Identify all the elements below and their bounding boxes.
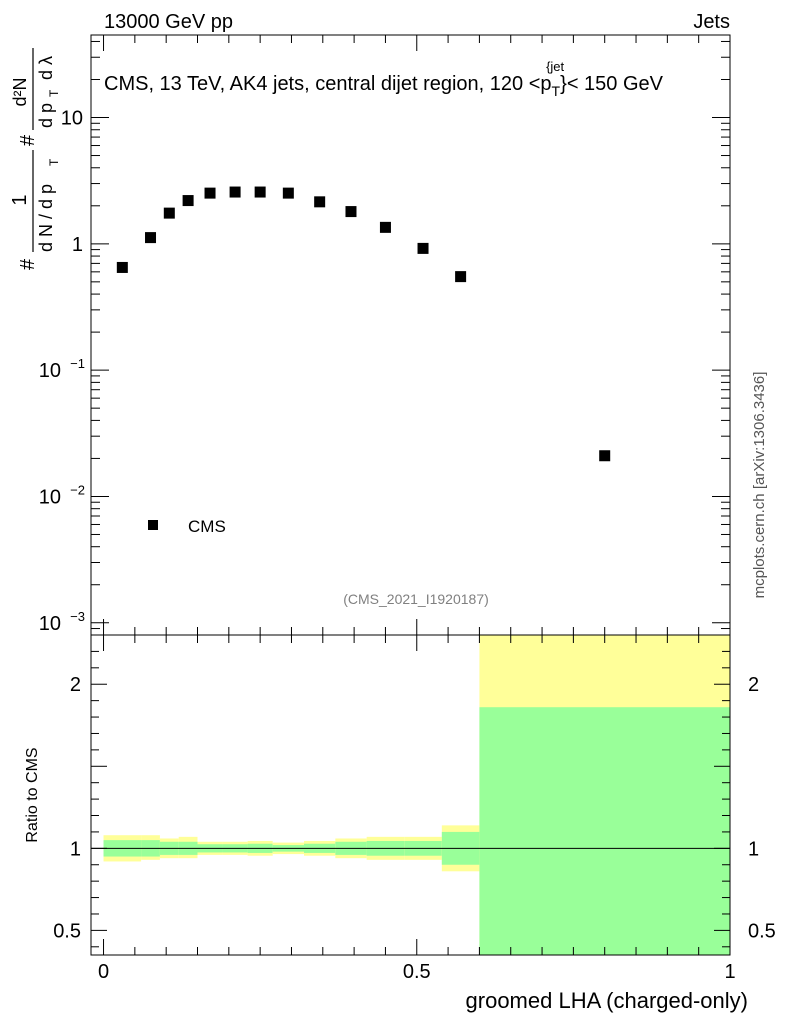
ratio-ticks: 2 2 1 1 0.5 0.5 0 0.5 1 xyxy=(53,635,776,983)
header-right: Jets xyxy=(693,11,730,33)
y-tick-label: 10 xyxy=(39,360,61,382)
y-tick-label: 10 xyxy=(39,486,61,508)
y-tick-label-exponent: −1 xyxy=(70,356,85,371)
ratio-x-tick-label: 0 xyxy=(98,961,109,983)
data-point xyxy=(204,187,216,199)
data-point xyxy=(314,196,326,208)
main-title: CMS, 13 TeV, AK4 jets, central dijet reg… xyxy=(104,59,664,99)
main-panel: 10 1 −1 10 −2 10 −3 10 CMS, 13 TeV, AK4 jets, c… xyxy=(9,34,731,636)
data-point xyxy=(229,186,241,198)
ratio-x-tick-label: 1 xyxy=(724,961,735,983)
data-point xyxy=(282,187,294,199)
main-title-sub: T xyxy=(552,83,561,99)
header-left: 13000 GeV pp xyxy=(104,11,233,33)
data-point xyxy=(599,450,611,462)
data-point xyxy=(254,186,266,198)
ylabel-one: 1 xyxy=(9,194,31,205)
data-point xyxy=(417,242,429,254)
ylabel-d2N: d²N xyxy=(10,77,30,106)
ylabel-sub-T1: T xyxy=(47,158,61,166)
ylabel-dpT: d p xyxy=(36,103,56,128)
legend-label: CMS xyxy=(188,517,226,536)
ylabel-hash1: # xyxy=(17,258,39,270)
data-point xyxy=(345,206,357,218)
ratio-ylabel: Ratio to CMS xyxy=(24,747,41,842)
ratio-panel: 2 2 1 1 0.5 0.5 0 0.5 1 Ratio to CMS groomed LHA… xyxy=(24,634,776,1013)
y-tick-label: 10 xyxy=(61,108,83,130)
ratio-bands xyxy=(103,635,730,955)
legend-marker xyxy=(148,520,158,530)
ratio-frame xyxy=(90,634,731,956)
data-point xyxy=(116,261,128,273)
ratio-y-tick-label-right: 2 xyxy=(748,674,759,696)
main-title-tail: }< 150 GeV xyxy=(560,73,664,95)
data-point xyxy=(455,271,467,283)
ratio-y-tick-label-right: 0.5 xyxy=(748,920,776,942)
y-tick-label-exponent: −2 xyxy=(70,482,85,497)
data-point xyxy=(182,195,194,207)
ratio-band-inner xyxy=(479,707,730,955)
y-tick-label: 1 xyxy=(72,234,83,256)
side-note: mcplots.cern.ch [arXiv:1306.3436] xyxy=(751,372,768,599)
main-title-sup: {jet xyxy=(546,59,564,74)
main-title-text: CMS, 13 TeV, AK4 jets, central dijet reg… xyxy=(104,73,552,95)
main-frame xyxy=(90,34,731,636)
ylabel-dlambda: d λ xyxy=(36,56,56,80)
ylabel-hash2: # xyxy=(17,134,39,146)
ylabel-dN-dpT: d N / d p xyxy=(36,184,56,252)
data-point xyxy=(163,207,175,219)
ratio-x-tick-label: 0.5 xyxy=(403,961,431,983)
analysis-annotation: (CMS_2021_I1920187) xyxy=(343,591,489,607)
ylabel-sub-T2: T xyxy=(47,89,61,97)
ratio-xlabel: groomed LHA (charged-only) xyxy=(466,988,748,1013)
main-ticks: 10 1 −1 10 −2 10 −3 10 xyxy=(39,35,731,636)
main-ylabel: # 1 d N / d p T # d²N d p T d λ xyxy=(9,48,61,270)
main-marks xyxy=(116,186,611,462)
data-point xyxy=(145,232,157,244)
y-tick-label-exponent: −3 xyxy=(70,609,85,624)
ratio-y-tick-label-left: 1 xyxy=(70,838,81,860)
ratio-y-tick-label-right: 1 xyxy=(748,838,759,860)
data-point xyxy=(379,221,391,233)
ratio-y-tick-label-left: 2 xyxy=(70,674,81,696)
y-tick-label: 10 xyxy=(39,613,61,635)
ratio-y-tick-label-left: 0.5 xyxy=(53,920,81,942)
